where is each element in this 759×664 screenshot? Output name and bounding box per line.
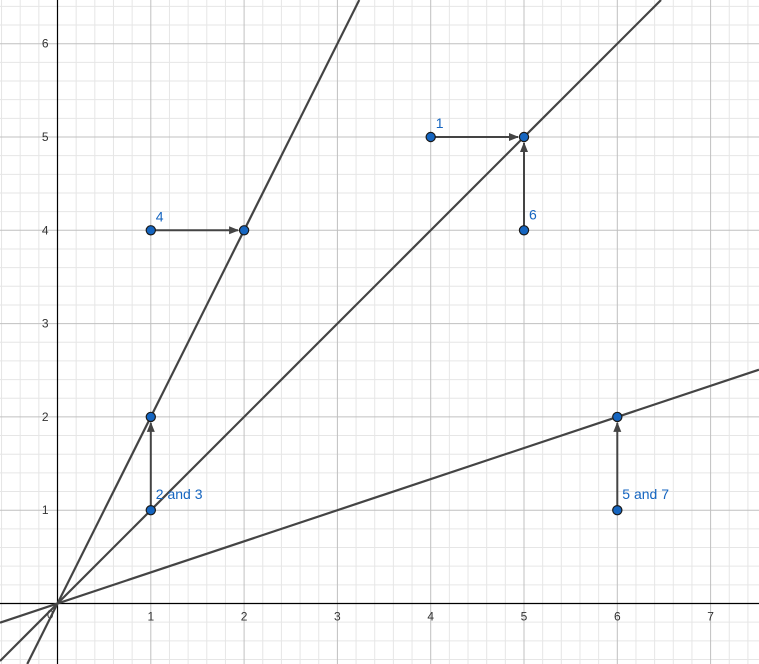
point — [612, 411, 623, 423]
y-tick-label: 3 — [42, 317, 49, 331]
point-label: 5 and 7 — [622, 486, 669, 502]
point-label: 1 — [436, 115, 444, 131]
y-tick-label: 1 — [42, 503, 49, 517]
point — [425, 131, 436, 143]
point — [145, 411, 156, 423]
y-tick-label: 6 — [42, 37, 49, 51]
point-label: 2 and 3 — [156, 486, 203, 502]
x-tick-label: 6 — [614, 610, 621, 624]
x-tick-label: 4 — [427, 610, 434, 624]
point — [145, 225, 156, 236]
y-tick-label: 2 — [42, 410, 49, 424]
origin-label: 0 — [47, 608, 54, 622]
point — [518, 131, 530, 143]
point — [145, 505, 156, 516]
point — [518, 225, 530, 236]
y-tick-label: 4 — [42, 223, 49, 237]
y-tick-label: 5 — [42, 130, 49, 144]
x-tick-label: 3 — [334, 610, 341, 624]
x-tick-label: 1 — [147, 610, 154, 624]
line-2 — [0, 368, 759, 624]
point-label: 6 — [529, 206, 537, 222]
point — [612, 505, 623, 516]
x-tick-label: 2 — [241, 610, 248, 624]
line-0 — [26, 0, 361, 664]
point — [238, 225, 250, 236]
x-tick-label: 7 — [707, 610, 714, 624]
line-1 — [0, 0, 662, 662]
point-label: 4 — [156, 208, 164, 224]
x-tick-label: 5 — [521, 610, 528, 624]
